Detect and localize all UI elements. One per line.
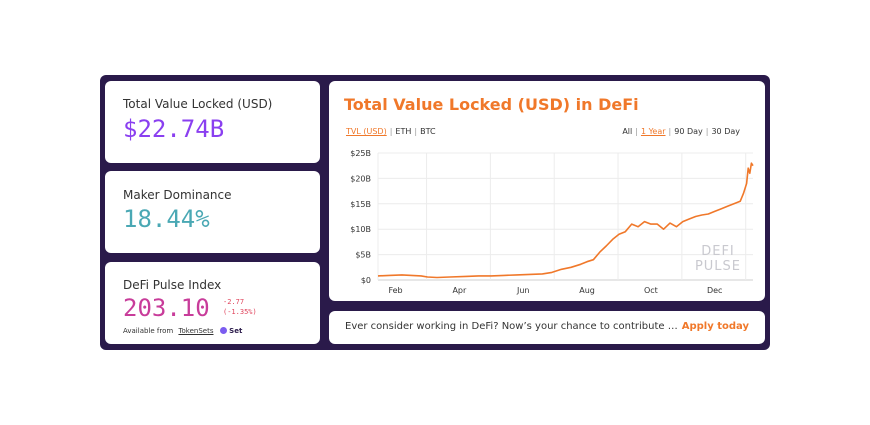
- tokensets-link[interactable]: TokenSets: [178, 327, 214, 335]
- tvl-value: $22.74B: [123, 115, 225, 143]
- x-tick-label: Feb: [388, 286, 402, 295]
- chart-ticks: $0 $5B $10B $15B $20B $25B Feb Apr Jun Aug Oct Dec: [350, 149, 722, 295]
- set-logo-icon: [219, 327, 227, 334]
- x-tick-label: Apr: [452, 286, 467, 295]
- tab-separator: |: [635, 127, 638, 136]
- dashboard-frame: Total Value Locked (USD) $22.74B Maker D…: [100, 75, 770, 350]
- watermark-line2: PULSE: [695, 259, 741, 274]
- watermark-line1: DEFI: [701, 244, 735, 259]
- tab-range-90-day[interactable]: 90 Day: [674, 127, 703, 136]
- chart-title: Total Value Locked (USD) in DeFi: [344, 95, 639, 114]
- y-tick-label: $10B: [350, 225, 371, 234]
- tvl-card: Total Value Locked (USD) $22.74B: [105, 81, 320, 163]
- set-logo[interactable]: Set: [219, 327, 243, 335]
- y-tick-label: $15B: [350, 200, 371, 209]
- x-tick-label: Dec: [707, 286, 722, 295]
- x-tick-label: Jun: [516, 286, 530, 295]
- y-tick-label: $5B: [355, 251, 371, 260]
- tvl-series-line: [377, 162, 754, 279]
- y-tick-label: $25B: [350, 149, 371, 158]
- index-change: -2.77: [223, 298, 245, 306]
- tvl-label: Total Value Locked (USD): [123, 97, 273, 111]
- defi-pulse-index-card: DeFi Pulse Index 203.10 -2.77 (-1.35%) A…: [105, 262, 320, 344]
- tab-btc[interactable]: BTC: [420, 127, 436, 136]
- set-logo-label: Set: [229, 327, 243, 335]
- x-tick-label: Aug: [579, 286, 595, 295]
- range-tabs: All | 1 Year | 90 Day | 30 Day: [622, 127, 740, 136]
- chart-series: [377, 162, 754, 279]
- x-tick-label: Oct: [644, 286, 658, 295]
- tab-range-all[interactable]: All: [622, 127, 633, 136]
- tab-separator: |: [414, 127, 418, 136]
- series-tabs: TVL (USD) | ETH | BTC: [346, 127, 436, 136]
- y-tick-label: $20B: [350, 174, 371, 183]
- tab-separator: |: [705, 127, 709, 136]
- jobs-banner[interactable]: Ever consider working in DeFi? Now’s you…: [329, 311, 765, 344]
- y-tick-label: $0: [361, 276, 371, 285]
- tab-separator: |: [668, 127, 672, 136]
- index-value: 203.10: [123, 294, 210, 322]
- chart-grid: [377, 152, 753, 281]
- maker-dominance-value: 18.44%: [123, 205, 210, 233]
- tab-range-30-day[interactable]: 30 Day: [711, 127, 740, 136]
- tab-tvl-usd[interactable]: TVL (USD): [346, 127, 387, 136]
- tvl-chart-card: Total Value Locked (USD) in DeFi TVL (US…: [329, 81, 765, 301]
- index-change-percent: (-1.35%): [223, 308, 257, 316]
- maker-dominance-card: Maker Dominance 18.44%: [105, 171, 320, 253]
- available-from: Available from TokenSets Set: [123, 327, 242, 335]
- tab-eth[interactable]: ETH: [395, 127, 412, 136]
- maker-dominance-label: Maker Dominance: [123, 188, 232, 202]
- banner-text: Ever consider working in DeFi? Now’s you…: [345, 321, 678, 332]
- tab-separator: |: [389, 127, 393, 136]
- tab-range-1-year[interactable]: 1 Year: [640, 127, 666, 136]
- available-prefix: Available from: [123, 327, 174, 335]
- apply-today-link[interactable]: Apply today: [681, 321, 749, 332]
- index-label: DeFi Pulse Index: [123, 278, 222, 292]
